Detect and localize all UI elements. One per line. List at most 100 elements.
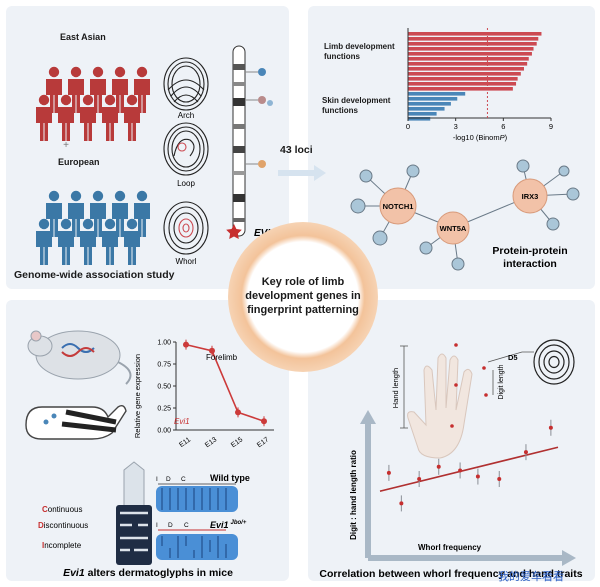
ppi-network xyxy=(350,159,580,271)
limb-bar xyxy=(408,42,537,46)
limb-bar xyxy=(408,62,528,66)
expr-y-tick-label: 0.50 xyxy=(157,384,171,391)
person-icon xyxy=(112,190,128,237)
wild-type-ridges xyxy=(156,483,238,512)
evi1-series-label: Evi1 xyxy=(174,417,190,426)
mice-panel: 1.00 0.75 0.50 0.25 0.00 E11 E13 E15 E17 Relativ… xyxy=(6,300,289,581)
whorl-frequency-xlabel: Whorl frequency xyxy=(418,543,482,552)
center-title: Key role of limb development genes in fi… xyxy=(245,276,361,316)
skin-bar xyxy=(408,107,445,111)
x-axis-label: -log10 (BinomP) xyxy=(453,133,508,142)
corr-point xyxy=(497,477,502,481)
person-icon xyxy=(58,94,74,141)
skin-functions-label: Skin development functions xyxy=(322,96,391,115)
limb-functions-label: Limb development functions xyxy=(324,42,395,61)
segment-d-mut: D xyxy=(168,522,173,529)
x-ticks: 0 3 6 9 xyxy=(406,118,553,131)
notch1-node xyxy=(379,187,417,225)
expr-y-tick-label: 0.25 xyxy=(157,406,171,413)
enrichment-panel: Limb development functions Skin developm… xyxy=(308,6,595,289)
whorl-fingerprint-icon xyxy=(163,201,209,255)
irx3-label: IRX3 xyxy=(522,192,539,201)
correlation-scatter xyxy=(379,419,559,512)
person-icon xyxy=(124,94,140,141)
skin-bar xyxy=(408,97,458,101)
segment-i-mut: I xyxy=(156,522,158,529)
expr-point xyxy=(209,347,215,354)
limb-bar xyxy=(408,37,539,41)
x-tick-label: 9 xyxy=(549,122,553,131)
segment-d-wt: D xyxy=(166,476,171,483)
corr-point xyxy=(399,501,404,506)
limb-bar xyxy=(408,77,518,81)
person-icon xyxy=(134,190,150,237)
arch-label: Arch xyxy=(178,111,194,120)
east-asian-label: East Asian xyxy=(60,32,106,42)
limb-bar xyxy=(408,87,513,91)
gwas-caption: Genome-wide association study xyxy=(14,269,175,281)
person-icon xyxy=(90,66,106,113)
x-tick-label: 3 xyxy=(454,122,458,131)
mutant-ridges xyxy=(156,529,238,560)
person-icon xyxy=(80,218,96,265)
trend-line xyxy=(379,446,559,492)
expr-point xyxy=(183,341,189,348)
limb-bar xyxy=(408,47,534,51)
person-icon xyxy=(68,66,84,113)
irx3-node xyxy=(512,178,548,214)
corr-point xyxy=(386,470,391,475)
d5-label: D5 xyxy=(508,353,518,362)
skin-bar xyxy=(408,102,451,106)
corr-point xyxy=(458,468,463,473)
ratio-ylabel: Digit : hand length ratio xyxy=(349,450,358,540)
expr-y-tick-label: 0.00 xyxy=(157,428,171,435)
watermark: 我的爱车看看 xyxy=(498,571,564,583)
skin-bar xyxy=(408,92,466,96)
person-icon xyxy=(124,218,140,265)
european-population xyxy=(36,190,150,265)
chromosome-icon xyxy=(232,45,273,237)
limb-bar xyxy=(408,32,542,36)
hand-icon xyxy=(400,343,534,459)
expression-ylabel: Relative gene expression xyxy=(133,354,142,438)
person-icon xyxy=(102,94,118,141)
x-tick-label: 6 xyxy=(501,122,505,131)
expr-line xyxy=(185,343,265,422)
mutant-label: Evi1 Jbo/+ xyxy=(210,520,247,530)
skin-bar xyxy=(408,112,437,116)
corr-point xyxy=(436,464,441,469)
person-icon xyxy=(58,218,74,265)
mouse-paw-icon xyxy=(25,404,127,440)
person-icon xyxy=(112,66,128,113)
notch1-label: NOTCH1 xyxy=(383,202,414,211)
expr-y-tick-label: 1.00 xyxy=(157,340,171,347)
expr-x-tick-label: E17 xyxy=(256,436,270,449)
person-icon xyxy=(36,94,52,141)
person-icon xyxy=(134,66,150,113)
x-tick-label: 0 xyxy=(406,122,410,131)
person-icon xyxy=(46,190,62,237)
center-circle xyxy=(228,222,378,372)
limb-bar xyxy=(408,72,521,76)
person-icon xyxy=(90,190,106,237)
corr-point xyxy=(523,450,528,455)
wnt5a-node xyxy=(436,211,470,245)
correlation-axes xyxy=(360,410,576,566)
person-icon xyxy=(46,66,62,113)
loop-label: Loop xyxy=(177,179,195,188)
expr-x-tick-label: E15 xyxy=(230,436,244,449)
european-label: European xyxy=(58,157,100,167)
loci-arrow-icon xyxy=(278,165,326,181)
limb-bar xyxy=(408,67,524,71)
expr-x-tick-label: E11 xyxy=(178,436,192,449)
limb-bar xyxy=(408,57,529,61)
continuous-label: Continuous xyxy=(42,505,82,514)
digit-length-label: Digit length xyxy=(498,364,505,399)
star-icon xyxy=(226,224,242,239)
corr-point xyxy=(417,477,422,481)
hand-length-label: Hand length xyxy=(391,368,400,408)
corr-point xyxy=(475,474,480,479)
ppi-caption-line2: interaction xyxy=(503,258,557,270)
mouse-icon xyxy=(27,330,132,385)
